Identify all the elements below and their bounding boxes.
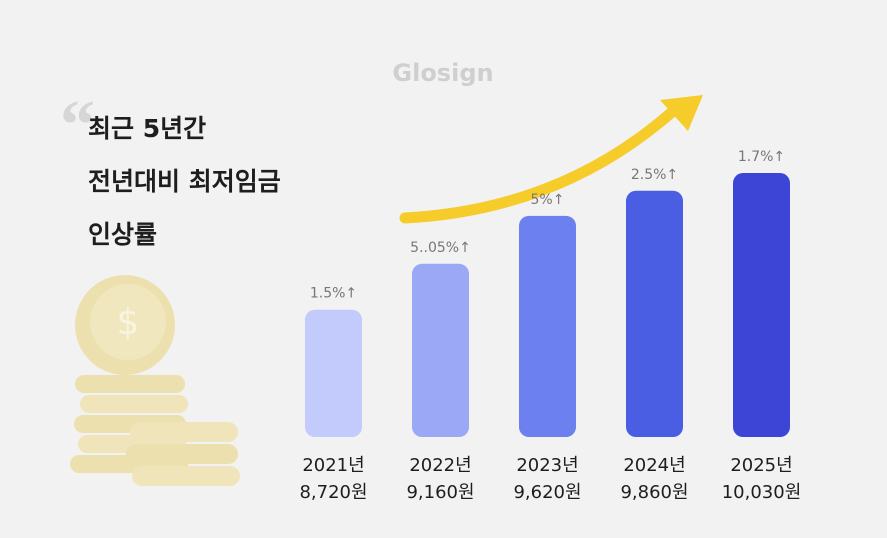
x-tick-label: 2021년 <box>302 455 364 476</box>
coins-illustration: $ <box>70 275 240 486</box>
bar <box>626 190 683 437</box>
quote-icon: “ <box>60 87 95 164</box>
brand: Glosign <box>392 59 493 87</box>
bar <box>412 263 469 437</box>
growth-label: 5..05%↑ <box>410 240 471 256</box>
growth-label: 1.5%↑ <box>310 286 357 302</box>
x-tick-label: 2023년 <box>516 455 578 476</box>
value-label: 9,160원 <box>406 482 474 503</box>
value-label: 10,030원 <box>722 482 802 503</box>
x-tick-label: 2025년 <box>730 455 792 476</box>
x-tick-label: 2022년 <box>409 455 471 476</box>
bar <box>519 215 576 437</box>
value-label: 9,620원 <box>513 482 581 503</box>
growth-label: 5%↑ <box>531 192 565 208</box>
title-line: 인상률 <box>88 220 157 249</box>
bar <box>305 309 362 437</box>
title-line: 전년대비 최저임금 <box>88 167 281 196</box>
title-line: 최근 5년간 <box>88 114 206 143</box>
svg-text:$: $ <box>117 302 140 343</box>
value-label: 9,860원 <box>620 482 688 503</box>
x-tick-label: 2024년 <box>623 455 685 476</box>
value-label: 8,720원 <box>299 482 367 503</box>
bar <box>733 173 790 437</box>
growth-label: 2.5%↑ <box>631 167 678 183</box>
growth-label: 1.7%↑ <box>738 149 785 165</box>
trend-arrow <box>399 95 703 224</box>
